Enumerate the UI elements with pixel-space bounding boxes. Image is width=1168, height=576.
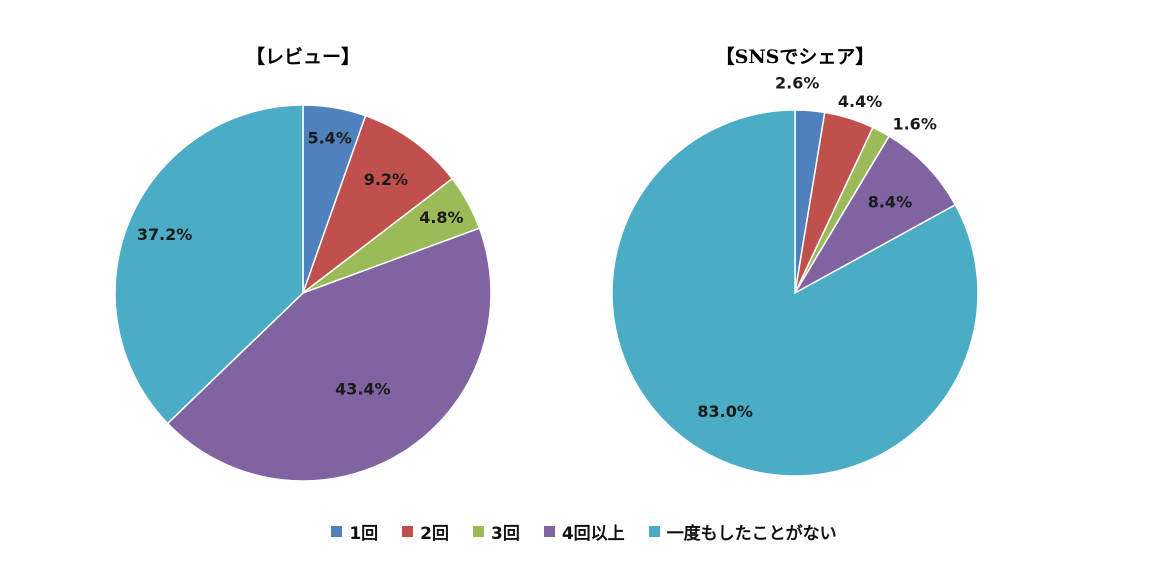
pie-sns-share-label-4: 8.4% xyxy=(868,193,912,212)
legend-item-5: 一度もしたことがない xyxy=(648,519,837,544)
legend-label-3: 3回 xyxy=(491,524,520,544)
chart-title-sns-share: 【SNSでシェア】 xyxy=(715,46,875,68)
legend-label-5: 一度もしたことがない xyxy=(666,524,837,544)
pie-review-label-3: 4.8% xyxy=(419,208,463,227)
legend-item-1: 1回 xyxy=(331,519,378,544)
pie-sns-share-slice-5 xyxy=(611,109,979,477)
pie-review-label-1: 5.4% xyxy=(307,128,351,147)
pie-sns-share-label-2: 4.4% xyxy=(838,92,882,111)
pie-review-label-4: 43.4% xyxy=(335,380,391,399)
legend-swatch-1 xyxy=(331,526,343,537)
pie-review-label-5: 37.2% xyxy=(137,225,193,244)
pie-review-slice-5 xyxy=(114,104,304,425)
chart-legend: 1回 2回 3回 4回以上 一度もしたことがない xyxy=(0,519,1168,544)
legend-label-4: 4回以上 xyxy=(561,524,625,544)
pie-review-slice-4 xyxy=(166,227,492,482)
legend-swatch-2 xyxy=(402,526,414,537)
pie-sns-share-slice-4 xyxy=(792,135,957,295)
pie-sns-share-label-5: 83.0% xyxy=(697,402,753,421)
legend-label-1: 1回 xyxy=(349,524,379,544)
legend-item-3: 3回 xyxy=(473,519,520,544)
chart-title-review: 【レビュー】 xyxy=(245,46,361,68)
pie-sns-share-label-1: 2.6% xyxy=(775,74,819,93)
legend-swatch-3 xyxy=(473,526,484,537)
legend-item-2: 2回 xyxy=(402,519,449,544)
pie-review-slice-2 xyxy=(301,114,454,296)
pie-sns-share-label-3: 1.6% xyxy=(892,114,936,133)
legend-swatch-4 xyxy=(543,526,555,537)
legend-label-2: 2回 xyxy=(420,524,449,544)
pie-review-label-2: 9.2% xyxy=(364,170,408,189)
legend-swatch-5 xyxy=(648,526,660,537)
legend-item-4: 4回以上 xyxy=(543,519,625,544)
